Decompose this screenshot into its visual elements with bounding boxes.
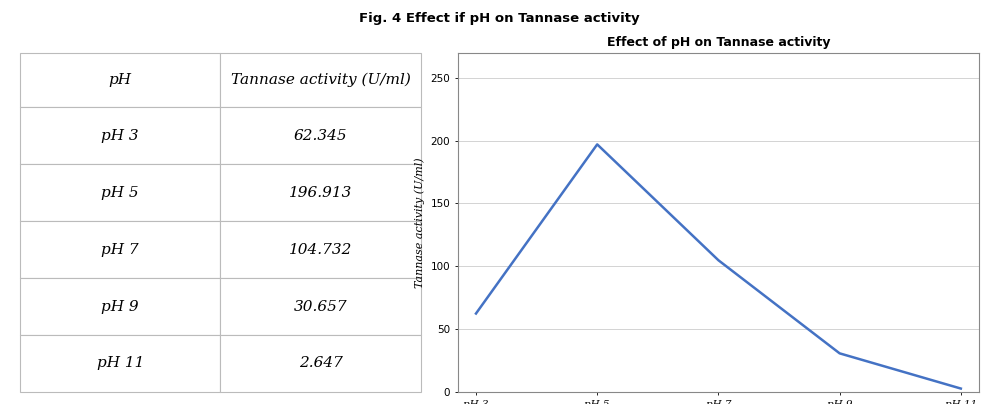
Y-axis label: Tannase activity (U/ml): Tannase activity (U/ml) <box>415 157 425 288</box>
Text: Fig. 4 Effect if pH on Tannase activity: Fig. 4 Effect if pH on Tannase activity <box>360 12 639 25</box>
Title: Effect of pH on Tannase activity: Effect of pH on Tannase activity <box>606 36 830 48</box>
